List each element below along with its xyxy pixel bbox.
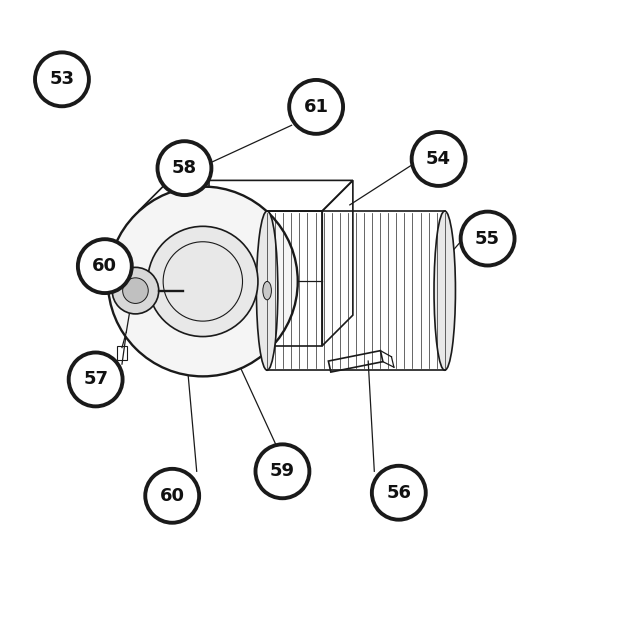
Text: 60: 60 (92, 257, 117, 275)
Text: 58: 58 (172, 159, 197, 177)
Circle shape (35, 53, 89, 106)
Circle shape (78, 239, 132, 293)
Text: 54: 54 (426, 150, 451, 168)
Text: 53: 53 (50, 70, 74, 88)
Text: 55: 55 (475, 229, 500, 248)
Text: 59: 59 (270, 462, 295, 480)
Circle shape (148, 226, 258, 337)
Circle shape (461, 211, 515, 266)
Text: 57: 57 (83, 370, 108, 389)
Circle shape (145, 469, 199, 523)
Circle shape (112, 268, 159, 314)
Text: 60: 60 (160, 487, 185, 505)
Text: 56: 56 (386, 484, 411, 502)
Circle shape (255, 444, 309, 498)
Ellipse shape (263, 281, 272, 300)
Circle shape (123, 278, 148, 303)
Circle shape (69, 352, 123, 407)
Circle shape (108, 187, 298, 376)
Bar (117, 346, 127, 360)
Circle shape (157, 141, 211, 195)
Text: 61: 61 (304, 98, 329, 116)
Ellipse shape (434, 211, 456, 370)
Circle shape (412, 132, 466, 186)
Ellipse shape (257, 211, 278, 370)
Circle shape (372, 466, 426, 520)
Circle shape (289, 80, 343, 134)
